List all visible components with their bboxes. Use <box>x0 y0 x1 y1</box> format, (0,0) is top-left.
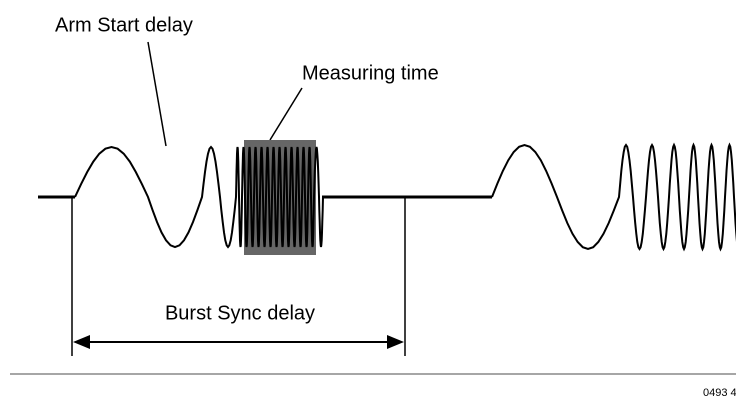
burst-waveform <box>491 142 736 252</box>
measuring-time-label: Measuring time <box>302 62 439 84</box>
arm-start-label: Arm Start delay <box>55 14 193 36</box>
burst-waveform <box>74 145 324 249</box>
leader-line <box>147 41 167 147</box>
arrow-head <box>387 335 404 349</box>
arrow-head <box>73 335 90 349</box>
burst-sync-label: Burst Sync delay <box>165 302 315 324</box>
figure-id: 0493 4 <box>703 387 736 399</box>
leader-line <box>269 87 303 141</box>
